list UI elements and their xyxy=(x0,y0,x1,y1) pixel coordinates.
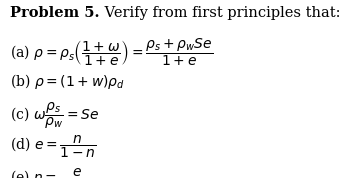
Text: (d) $e = \dfrac{n}{1-n}$: (d) $e = \dfrac{n}{1-n}$ xyxy=(10,134,97,160)
Text: (a) $\rho = \rho_s \left(\dfrac{1+\omega}{1+e}\right) = \dfrac{\rho_s+\rho_w Se}: (a) $\rho = \rho_s \left(\dfrac{1+\omega… xyxy=(10,36,214,68)
Text: (b) $\rho = (1 + w)\rho_d$: (b) $\rho = (1 + w)\rho_d$ xyxy=(10,72,126,91)
Text: Problem 5.: Problem 5. xyxy=(10,6,100,20)
Text: (c) $\omega \dfrac{\rho_s}{\rho_w} = Se$: (c) $\omega \dfrac{\rho_s}{\rho_w} = Se$ xyxy=(10,101,100,131)
Text: (e) $n = \dfrac{e}{1+e}$: (e) $n = \dfrac{e}{1+e}$ xyxy=(10,166,96,178)
Text: Verify from first principles that:: Verify from first principles that: xyxy=(100,6,341,20)
